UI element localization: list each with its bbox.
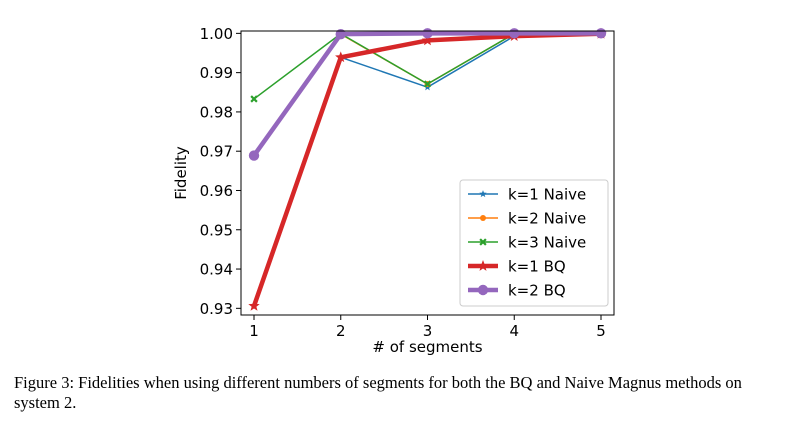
y-tick-label-1: 0.94 (200, 261, 233, 279)
legend-label-1: k=1 Naive (508, 186, 586, 204)
y-axis-label: Fidelity (172, 146, 190, 200)
legend-entry-1: k=1 Naive (468, 186, 586, 204)
x-tick-label-4: 4 (509, 322, 519, 340)
series-5-point-2 (335, 28, 346, 40)
legend-marker-4 (477, 260, 489, 271)
series-4-point-3 (421, 34, 434, 46)
series-3-point-1 (250, 95, 258, 103)
x-tick-label-5: 5 (596, 322, 606, 340)
legend: k=1 Naive k=2 Naive k=3 Naive k=1 BQ k=2 BQ (459, 179, 609, 307)
legend-marker-1 (479, 190, 487, 198)
series-5 (248, 28, 607, 161)
series-5-point-4 (509, 28, 520, 39)
series-1-line (340, 33, 602, 88)
legend-label-2: k=2 Naive (508, 210, 586, 228)
y-tick-label-4: 0.97 (200, 143, 233, 161)
y-tick-label-0: 0.93 (200, 300, 233, 318)
legend-label-5: k=2 BQ (508, 282, 566, 300)
legend-marker-3 (479, 238, 487, 246)
fidelity-chart: 1 2 3 4 5 0.93 0.94 0.95 0.96 0.97 0.98 0.99 1.00 # … (172, 25, 615, 356)
legend-marker-3-stroke-b (479, 238, 487, 246)
legend-label-3: k=3 Naive (508, 234, 586, 252)
series-5-point-3 (422, 28, 433, 39)
y-tick-label-3: 0.96 (200, 182, 233, 200)
legend-entry-5: k=2 BQ (468, 282, 566, 300)
y-tick-label-7: 1.00 (200, 25, 233, 43)
series-5-point-1 (248, 150, 260, 161)
series-3-point-3 (423, 80, 432, 88)
series-4-point-1 (248, 299, 260, 311)
y-tick-label-5: 0.98 (200, 103, 233, 121)
legend-entry-4: k=1 BQ (468, 258, 566, 276)
series-3-line (253, 32, 601, 100)
legend-marker-5 (477, 284, 489, 296)
x-tick-label-3: 3 (423, 322, 433, 340)
x-axis-label: # of segments (372, 338, 482, 356)
legend-entry-2: k=2 Naive (468, 210, 586, 228)
legend-label-4: k=1 BQ (508, 258, 566, 276)
x-tick-label-1: 1 (249, 322, 259, 340)
y-tick-label-6: 0.99 (200, 64, 233, 82)
y-tick-label-2: 0.95 (200, 221, 233, 239)
series-5-point-5 (595, 28, 607, 39)
series-5-line (252, 31, 601, 157)
series-4-point-2 (335, 51, 347, 63)
series-3-point-1-stroke-b (250, 95, 258, 103)
x-tick-label-2: 2 (336, 322, 346, 340)
legend-entry-3: k=3 Naive (468, 234, 586, 252)
legend-marker-2 (480, 215, 486, 221)
legend-box (459, 179, 609, 307)
series-3-point-3-stroke-b (423, 80, 432, 88)
figure-caption: Figure 3: Fidelities when using differen… (14, 373, 742, 412)
